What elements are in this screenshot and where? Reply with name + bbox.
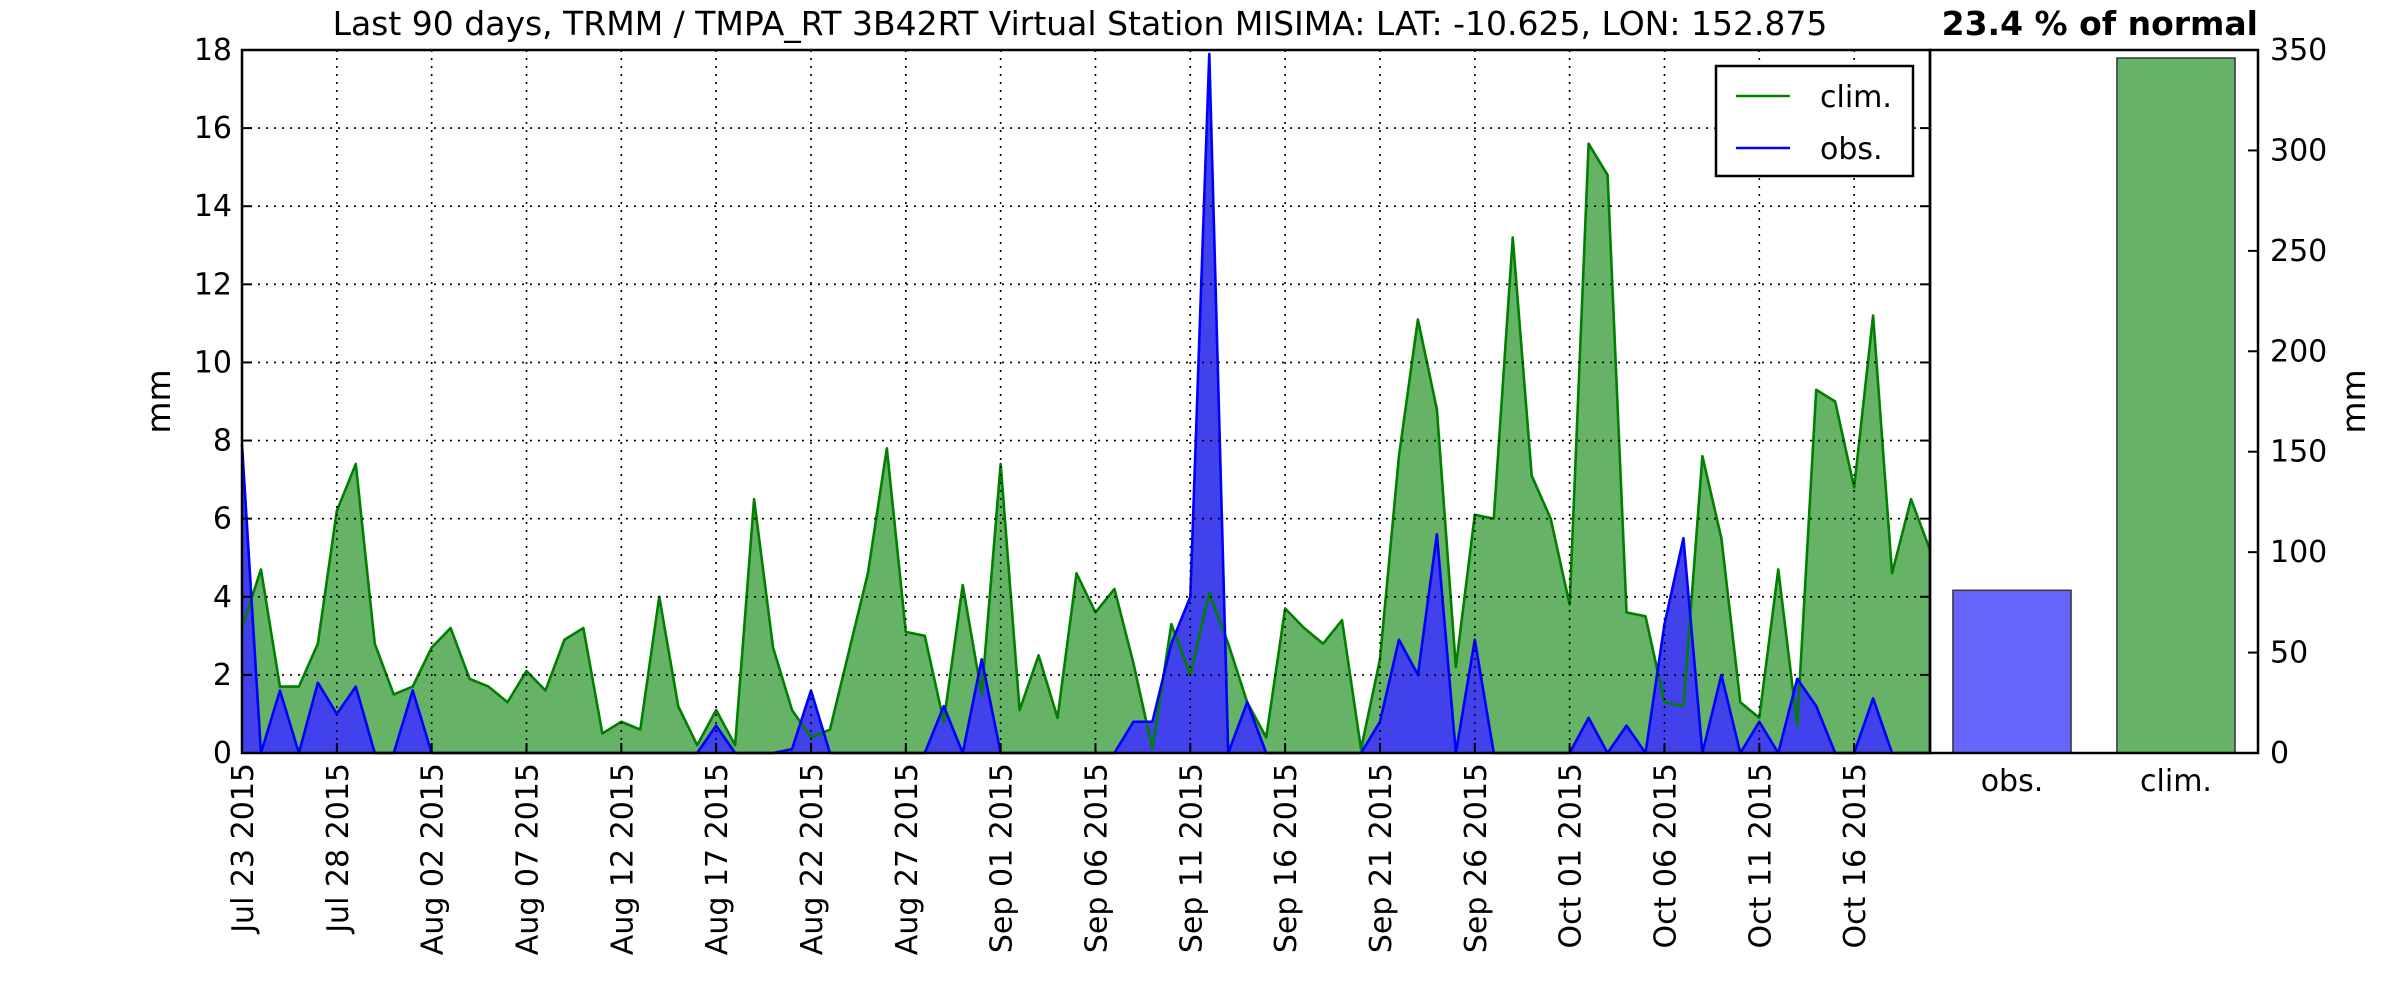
x-tick-label: Sep 26 2015 [1459, 763, 1494, 953]
legend-obs-label: obs. [1820, 132, 1883, 167]
bar-y-tick-label: 150 [2270, 435, 2327, 470]
bar-category-label: clim. [2140, 764, 2212, 799]
y-tick-label: 10 [194, 345, 232, 380]
y-tick-label: 14 [194, 189, 232, 224]
bar-y-tick-label: 350 [2270, 33, 2327, 68]
x-tick-label: Oct 11 2015 [1743, 763, 1778, 948]
bar-y-axis-label: mm [2334, 369, 2373, 433]
bar-obs [1952, 589, 2072, 754]
bar-y-tick-label: 250 [2270, 234, 2327, 269]
bar-y-tick-label: 0 [2270, 736, 2289, 771]
legend: clim. obs. [1714, 64, 1915, 178]
percent-of-normal-title: 23.4 % of normal [1942, 4, 2258, 43]
bar-category-label: obs. [1981, 764, 2044, 799]
x-tick-label: Sep 21 2015 [1364, 763, 1399, 953]
x-tick-label: Aug 02 2015 [416, 763, 451, 955]
x-tick-label: Sep 16 2015 [1269, 763, 1304, 953]
x-tick-label: Aug 12 2015 [605, 763, 640, 955]
x-tick-label: Sep 11 2015 [1174, 763, 1209, 953]
y-tick-label: 2 [213, 658, 232, 693]
legend-box [1714, 64, 1915, 178]
y-tick-label: 6 [213, 502, 232, 537]
x-tick-label: Jul 23 2015 [226, 763, 261, 935]
total-rainfall-panel: obs. clim. 0 50 100 150 200 250 300 350 mm [1928, 33, 2373, 799]
y-axis-label: mm [139, 369, 178, 433]
y-tick-label: 8 [213, 424, 232, 459]
daily-rainfall-panel: 0 2 4 6 8 10 12 14 16 18 Jul 23 2015 Jul 28 2015 Aug… [139, 33, 1932, 955]
legend-clim-label: clim. [1820, 80, 1892, 115]
x-tick-label: Aug 17 2015 [700, 763, 735, 955]
bar-frame [1928, 48, 2260, 755]
x-tick-label: Sep 06 2015 [1079, 763, 1114, 953]
bar-clim [2116, 57, 2236, 754]
y-tick-label: 16 [194, 111, 232, 146]
x-tick-label: Jul 28 2015 [321, 763, 356, 935]
bar-y-tick-label: 100 [2270, 535, 2327, 570]
x-tick-label: Aug 07 2015 [510, 763, 545, 955]
x-tick-label: Oct 06 2015 [1648, 763, 1683, 948]
x-tick-label: Aug 22 2015 [795, 763, 830, 955]
x-tick-label: Aug 27 2015 [890, 763, 925, 955]
bar-y-tick-label: 200 [2270, 334, 2327, 369]
x-tick-label: Sep 01 2015 [985, 763, 1020, 953]
y-tick-label: 4 [213, 580, 232, 615]
y-tick-label: 0 [213, 736, 232, 771]
bar-y-tick-label: 50 [2270, 636, 2308, 671]
y-tick-label: 12 [194, 267, 232, 302]
clim-line [240, 142, 1932, 751]
chart-title: Last 90 days, TRMM / TMPA_RT 3B42RT Virt… [333, 4, 1828, 43]
x-tick-label: Oct 16 2015 [1838, 763, 1873, 948]
x-tick-label: Oct 01 2015 [1554, 763, 1589, 948]
bar-y-tick-label: 300 [2270, 133, 2327, 168]
clim-area [242, 143, 1930, 753]
y-tick-label: 18 [194, 33, 232, 68]
